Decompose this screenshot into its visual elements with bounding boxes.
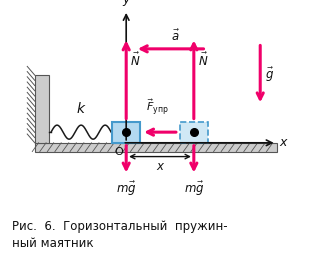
Text: x: x: [157, 160, 163, 173]
Text: x: x: [279, 136, 286, 149]
Text: $\vec{F}_{\rm упр}$: $\vec{F}_{\rm упр}$: [146, 98, 169, 118]
Bar: [180, 121, 208, 143]
Text: $\vec{g}$: $\vec{g}$: [265, 66, 274, 84]
Bar: [35, 143, 277, 152]
Text: $\vec{a}$: $\vec{a}$: [170, 29, 179, 44]
Text: k: k: [77, 102, 84, 116]
Text: Рис.  6.  Горизонтальный  пружин-
ный маятник: Рис. 6. Горизонтальный пружин- ный маятн…: [12, 220, 228, 250]
Bar: [113, 121, 140, 143]
Text: $\vec{N}$: $\vec{N}$: [197, 52, 208, 69]
Text: O: O: [114, 147, 123, 156]
Bar: [35, 75, 49, 143]
Text: $m\vec{g}$: $m\vec{g}$: [184, 180, 204, 198]
Text: $m\vec{g}$: $m\vec{g}$: [116, 180, 136, 198]
Text: y: y: [122, 0, 130, 6]
Text: $\vec{N}$: $\vec{N}$: [130, 52, 140, 69]
